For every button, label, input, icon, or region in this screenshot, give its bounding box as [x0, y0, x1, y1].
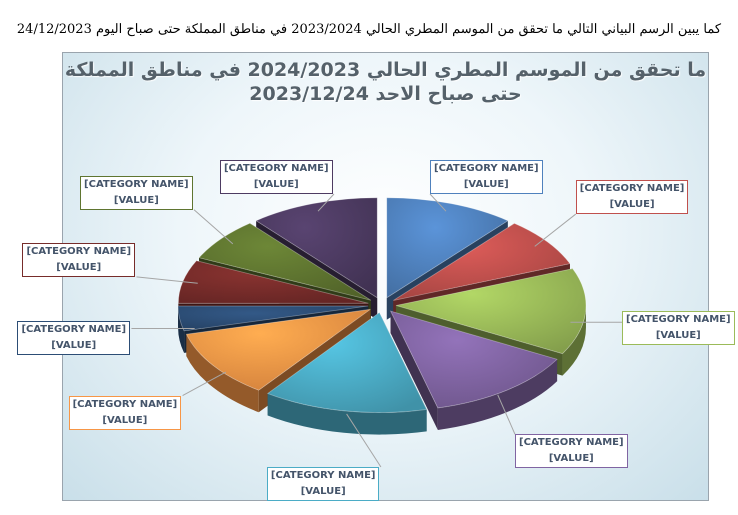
- pie-slice: [198, 222, 372, 301]
- data-label-category: [CATEGORY NAME]: [26, 245, 132, 257]
- data-label-category: [CATEGORY NAME]: [270, 469, 376, 481]
- data-label: [CATEGORY NAME] [VALUE]: [575, 180, 689, 215]
- leader-line: [193, 209, 234, 245]
- data-label: [CATEGORY NAME] [VALUE]: [17, 321, 131, 356]
- pie-slice: [255, 197, 378, 299]
- data-label-value: [VALUE]: [655, 329, 701, 341]
- data-label: [CATEGORY NAME] [VALUE]: [80, 175, 193, 210]
- leader-line: [497, 394, 516, 435]
- data-label-category: [CATEGORY NAME]: [434, 163, 539, 174]
- pie-slice: [177, 305, 369, 332]
- data-label-value: [VALUE]: [548, 453, 594, 465]
- pie-slice: [389, 310, 558, 409]
- leader-line: [346, 413, 382, 468]
- pie-slice-wall: [562, 305, 586, 376]
- data-label: [CATEGORY NAME] [VALUE]: [219, 160, 333, 194]
- leader-line: [534, 213, 577, 247]
- data-label: [CATEGORY NAME] [VALUE]: [622, 310, 735, 345]
- data-label-value: [VALUE]: [463, 179, 509, 190]
- pie-slice-wall: [186, 334, 259, 413]
- leader-line: [317, 193, 335, 212]
- pie-slice: [185, 308, 371, 391]
- data-label-value: [VALUE]: [113, 194, 159, 206]
- leader-line: [136, 276, 198, 284]
- data-label-category: [CATEGORY NAME]: [21, 324, 127, 336]
- data-label-value: [VALUE]: [56, 261, 102, 273]
- data-label-value: [VALUE]: [253, 179, 299, 190]
- data-label: [CATEGORY NAME] [VALUE]: [266, 466, 380, 501]
- pie-slice: [266, 311, 428, 413]
- pie-slice-wall: [178, 305, 185, 353]
- data-label-category: [CATEGORY NAME]: [519, 437, 624, 449]
- data-label-category: [CATEGORY NAME]: [72, 398, 178, 410]
- data-label-value: [VALUE]: [609, 199, 655, 211]
- chart-title: ما تحقق من الموسم المطري الحالي 2024/202…: [62, 58, 709, 106]
- data-label-value: [VALUE]: [102, 414, 148, 426]
- data-label-category: [CATEGORY NAME]: [223, 163, 329, 174]
- data-label-category: [CATEGORY NAME]: [84, 178, 189, 190]
- data-label: [CATEGORY NAME] [VALUE]: [430, 160, 543, 194]
- leader-line: [182, 371, 227, 396]
- data-label-value: [VALUE]: [300, 485, 346, 497]
- pie-slice: [386, 197, 509, 299]
- chart-title-line1: ما تحقق من الموسم المطري الحالي 2024/202…: [64, 59, 707, 81]
- chart-title-line2: حتى صباح الاحد 2023/12/24: [249, 83, 522, 105]
- data-label-value: [VALUE]: [51, 340, 97, 352]
- pie-slice-wall: [437, 359, 558, 430]
- pie-slice: [393, 222, 571, 301]
- pie-slice: [395, 268, 587, 355]
- data-label: [CATEGORY NAME] [VALUE]: [515, 434, 628, 469]
- leader-line: [429, 193, 447, 212]
- data-label-category: [CATEGORY NAME]: [626, 313, 731, 325]
- page-caption: كما يبين الرسم البياني التالي ما تحقق من…: [16, 22, 722, 37]
- data-label-category: [CATEGORY NAME]: [579, 183, 685, 195]
- pie-slice-face: [390, 311, 438, 430]
- data-label: [CATEGORY NAME] [VALUE]: [22, 242, 136, 277]
- data-label: [CATEGORY NAME] [VALUE]: [68, 395, 182, 430]
